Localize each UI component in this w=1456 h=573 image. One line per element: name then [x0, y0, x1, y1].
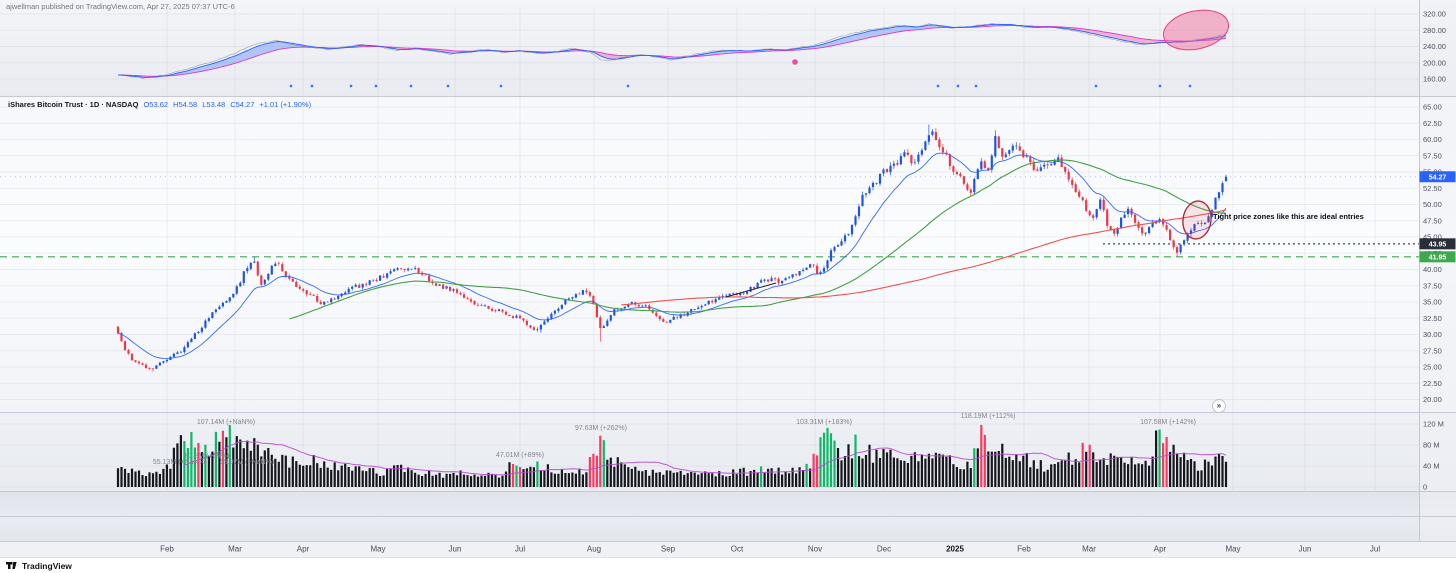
pane-separator[interactable] [0, 540, 1456, 542]
ohlc-close: C54.27 [230, 100, 255, 109]
main-chart-pane-hit-area[interactable] [0, 96, 1419, 412]
tradingview-brand-text[interactable]: TradingView [22, 560, 72, 571]
pane-separator[interactable] [0, 490, 1456, 492]
pane-separator[interactable] [0, 412, 1456, 413]
pane-separator[interactable] [0, 515, 1456, 517]
collapsed-pane-1 [0, 491, 1456, 516]
publish-attribution-text: ajwellman published on TradingView.com, … [6, 2, 235, 11]
go-to-realtime-button[interactable]: » [1212, 399, 1226, 413]
tradingview-logo-icon[interactable] [6, 560, 18, 571]
pane-separator[interactable] [0, 95, 1456, 97]
go-to-realtime-icon: » [1216, 401, 1222, 410]
entry-note-text[interactable]: Tight price zones like this are ideal en… [1213, 211, 1364, 221]
symbol-title[interactable]: iShares Bitcoin Trust · 1D · NASDAQ [8, 100, 139, 109]
price-scale-axis[interactable] [1419, 0, 1456, 541]
change-value: +1.01 (+1.90%) [259, 100, 312, 109]
volume-pane-hit-area[interactable] [0, 413, 1419, 490]
collapsed-pane-2 [0, 516, 1456, 541]
ohlc-high: H54.58 [173, 100, 198, 109]
ohlc-low: L53.48 [202, 100, 226, 109]
footer-bar: TradingView [0, 557, 1456, 573]
ohlc-open: O53.62 [143, 100, 169, 109]
time-scale-axis[interactable] [0, 541, 1419, 557]
time-axis-strip [0, 541, 1456, 557]
publish-attribution: ajwellman published on TradingView.com, … [6, 2, 235, 11]
indicator-pane-hit-area[interactable] [0, 8, 1419, 96]
price-scale-column[interactable] [1419, 0, 1456, 541]
symbol-info-line[interactable]: iShares Bitcoin Trust · 1D · NASDAQ O53.… [8, 100, 311, 109]
